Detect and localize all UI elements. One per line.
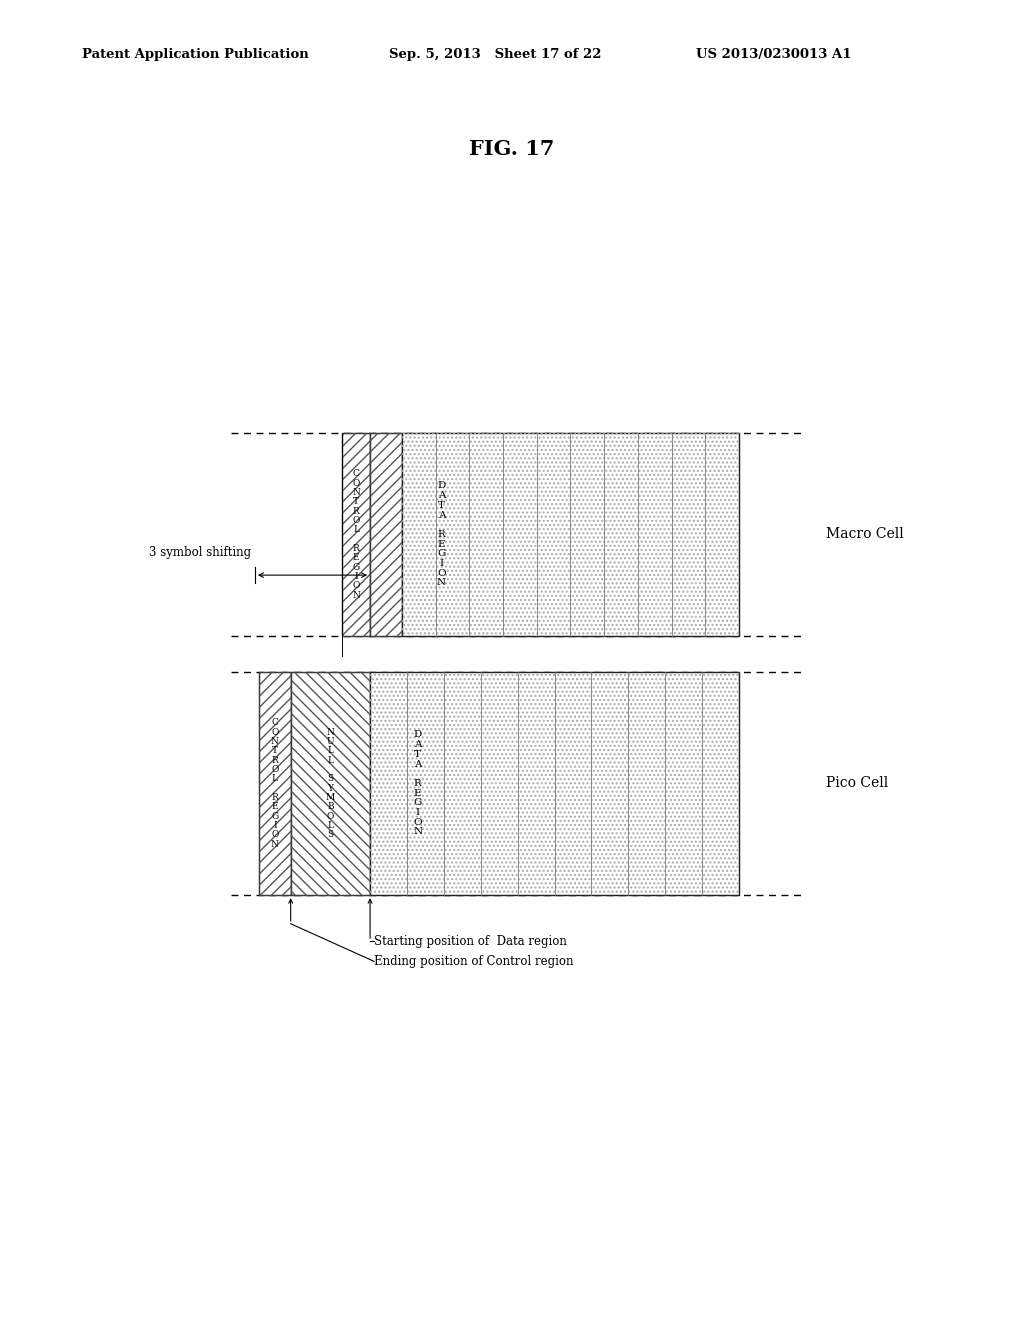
- Text: Ending position of Control region: Ending position of Control region: [374, 954, 573, 968]
- Text: Macro Cell: Macro Cell: [826, 528, 904, 541]
- Bar: [342, 433, 370, 636]
- Text: Pico Cell: Pico Cell: [826, 776, 889, 791]
- Bar: [401, 433, 739, 636]
- Text: US 2013/0230013 A1: US 2013/0230013 A1: [696, 48, 852, 61]
- Bar: [291, 672, 370, 895]
- Text: 3 symbol shifting: 3 symbol shifting: [148, 546, 251, 558]
- Bar: [291, 672, 370, 895]
- Bar: [259, 672, 291, 895]
- Bar: [370, 433, 401, 636]
- Text: C
O
N
T
R
O
L
 
R
E
G
I
O
N: C O N T R O L R E G I O N: [352, 469, 360, 599]
- Text: Sep. 5, 2013   Sheet 17 of 22: Sep. 5, 2013 Sheet 17 of 22: [389, 48, 602, 61]
- Bar: [401, 433, 739, 636]
- Bar: [259, 672, 291, 895]
- Bar: [370, 672, 739, 895]
- Text: FIG. 17: FIG. 17: [469, 139, 555, 158]
- Text: N
U
L
L
 
S
Y
M
B
O
L
S: N U L L S Y M B O L S: [326, 727, 335, 840]
- Bar: [342, 433, 370, 636]
- Bar: [370, 433, 401, 636]
- Bar: [370, 672, 739, 895]
- Text: Starting position of  Data region: Starting position of Data region: [374, 935, 567, 948]
- Text: D
A
T
A
 
R
E
G
I
O
N: D A T A R E G I O N: [413, 730, 422, 837]
- Text: D
A
T
A
 
R
E
G
I
O
N: D A T A R E G I O N: [437, 482, 446, 587]
- Text: Patent Application Publication: Patent Application Publication: [82, 48, 308, 61]
- Text: C
O
N
T
R
O
L
 
R
E
G
I
O
N: C O N T R O L R E G I O N: [271, 718, 279, 849]
